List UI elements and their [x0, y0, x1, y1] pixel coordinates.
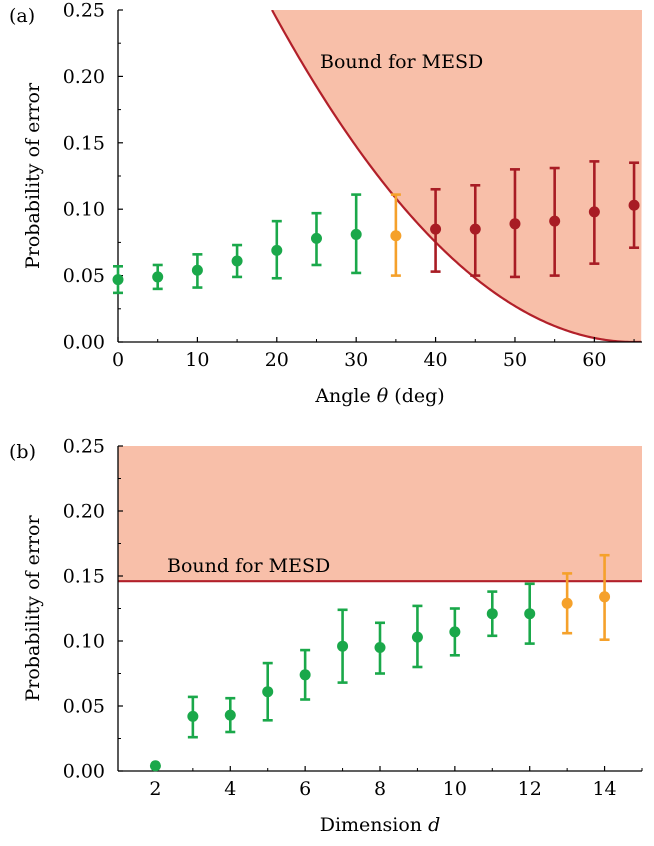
- panel-b-data-point: [374, 642, 386, 653]
- panel-b-data-point: [449, 626, 461, 638]
- panel-b-x-tick-label: 10: [443, 778, 467, 800]
- panel-a-bound-region: [272, 10, 642, 342]
- panel-b-bound-region: [118, 446, 642, 582]
- panel-b-y-axis-label: Probability of error: [22, 515, 44, 702]
- panel-a-y-tick-label: 0.00: [63, 332, 105, 354]
- panel-a-x-tick-label: 20: [265, 349, 289, 371]
- panel-b-x-tick-label: 2: [149, 778, 161, 800]
- panel-a-data-point: [509, 218, 521, 230]
- panel-b-data-point: [224, 709, 236, 721]
- panel-b-data-point: [561, 597, 573, 609]
- panel-a-data-point: [152, 271, 164, 283]
- panel-b-y-tick-label: 0.15: [63, 566, 105, 588]
- panel-a-data-point: [430, 223, 442, 235]
- panel-b-y-tick-label: 0.20: [63, 501, 105, 523]
- panel-b-x-axis-label: Dimension d: [320, 814, 441, 836]
- panel-a-x-axis-label-unit: (deg): [388, 385, 444, 407]
- panel-b-data-point: [524, 608, 536, 620]
- panel-a-data-point: [271, 244, 283, 256]
- panel-a-data-point: [112, 274, 124, 286]
- panel-a-x-tick-label: 30: [344, 349, 368, 371]
- panel-a-x-tick-label: 50: [503, 349, 527, 371]
- panel-b-data-point: [599, 591, 611, 603]
- panel-b-data-point: [299, 669, 311, 681]
- panel-b-y-tick-label: 0.10: [63, 631, 105, 653]
- panel-b-data-point: [337, 640, 349, 652]
- panel-a-data-point: [310, 232, 322, 244]
- panel-a-y-tick-label: 0.25: [63, 0, 105, 22]
- panel-a-x-axis-label-text: Angle: [314, 385, 376, 407]
- panel-a-y-tick-label: 0.10: [63, 199, 105, 221]
- panel-a-y-axis-label: Probability of error: [22, 82, 44, 269]
- panel-b-x-tick-label: 12: [518, 778, 542, 800]
- panel-b-y-tick-label: 0.05: [63, 696, 105, 718]
- panel-b-x-tick-label: 8: [374, 778, 386, 800]
- panel-b-y-tick-label: 0.00: [63, 761, 105, 783]
- panel-a-data-point: [549, 215, 561, 227]
- panel-a-x-tick-label: 60: [582, 349, 606, 371]
- panel-b-x-axis-label-text: Dimension: [320, 814, 428, 836]
- panel-a-y-tick-label: 0.05: [63, 265, 105, 287]
- panel-b-x-tick-label: 6: [299, 778, 311, 800]
- panel-a-x-tick-label: 0: [112, 349, 124, 371]
- panel-b-x-tick-label: 14: [592, 778, 616, 800]
- panel-b-label: (b): [9, 441, 36, 463]
- panel-b-data-point: [149, 760, 161, 772]
- panel-b-data-point: [486, 608, 498, 620]
- panel-b-x-axis-label-var: d: [428, 814, 440, 836]
- panel-a-data-point: [231, 255, 243, 267]
- panel-b-data-point: [411, 631, 423, 643]
- panel-b-data-point: [187, 710, 199, 722]
- panel-a-x-tick-label: 10: [185, 349, 209, 371]
- panel-a-data-point: [588, 206, 600, 218]
- panel-a-x-axis-label: Angle θ (deg): [314, 385, 444, 407]
- panel-b-data-point: [262, 686, 274, 698]
- panel-a-x-axis-label-var: θ: [377, 385, 389, 407]
- panel-a-y-tick-label: 0.15: [63, 132, 105, 154]
- panel-a-label: (a): [9, 5, 35, 27]
- panel-b-x-tick-label: 4: [224, 778, 236, 800]
- panel-a-bound-label: Bound for MESD: [320, 51, 483, 73]
- panel-a-data-point: [350, 228, 362, 240]
- panel-a-y-tick-label: 0.20: [63, 66, 105, 88]
- panel-a: Bound for MESD 0.00 0.05 0.10 0.15 0.20 0.25 0 1…: [9, 0, 642, 407]
- panel-a-data-point: [469, 223, 481, 235]
- panel-a-x-tick-label: 40: [423, 349, 447, 371]
- panel-b: Bound for MESD 0.00 0.05 0.10 0.15 0.20 0.25 2 4…: [9, 436, 643, 836]
- panel-a-bound-curve: [271, 10, 642, 342]
- panel-a-data-point: [628, 199, 640, 211]
- panel-b-bound-label: Bound for MESD: [167, 555, 330, 577]
- panel-a-data-point: [390, 230, 402, 242]
- panel-b-y-tick-label: 0.25: [63, 436, 105, 458]
- panel-a-data-point: [191, 264, 203, 276]
